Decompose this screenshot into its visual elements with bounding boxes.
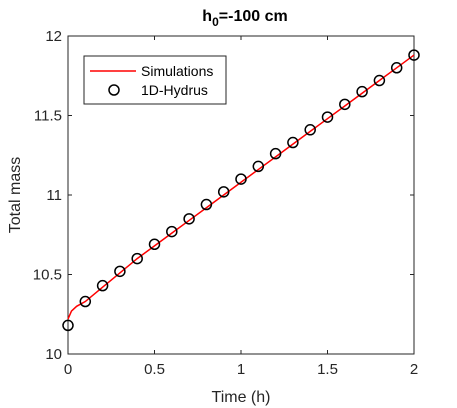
legend-label-simulations: Simulations [141, 63, 213, 79]
hydrus-point [304, 124, 316, 136]
hydrus-point [252, 160, 265, 173]
hydrus-point [408, 49, 420, 61]
title-rest: =-100 cm [219, 8, 288, 25]
series-1d-hydrus [62, 49, 420, 332]
series-simulations [67, 54, 415, 320]
x-tick-label: 1.5 [317, 361, 338, 378]
chart-title: h0=-100 cm [202, 8, 287, 29]
hydrus-point [96, 279, 109, 292]
hydrus-point [183, 213, 195, 225]
axis-ticks [67, 35, 415, 355]
hydrus-point [235, 173, 247, 185]
simulations-line [67, 54, 415, 320]
x-tick-label: 1 [237, 361, 245, 378]
x-tick-label: 0.5 [144, 361, 165, 378]
hydrus-point [217, 186, 230, 198]
hydrus-point [166, 225, 178, 238]
hydrus-point [269, 147, 282, 160]
legend-marker-1d-hydrus [108, 84, 120, 96]
hydrus-point [148, 238, 161, 251]
y-tick-label: 10.5 [33, 267, 62, 284]
y-tick-label: 10 [45, 346, 62, 363]
hydrus-point [131, 252, 143, 265]
hydrus-point [339, 98, 351, 111]
x-axis-label: Time (h) [212, 389, 271, 406]
x-tick-label: 2 [410, 361, 418, 378]
legend-label-1d-hydrus: 1D-Hydrus [141, 82, 208, 98]
y-tick-label: 12 [45, 28, 62, 45]
y-tick-label: 11.5 [34, 108, 62, 125]
hydrus-point [390, 62, 403, 74]
hydrus-point [200, 198, 213, 211]
legend-box [83, 55, 227, 105]
legend: Simulations 1D-Hydrus [83, 55, 227, 105]
hydrus-point [62, 319, 74, 332]
y-axis-label: Total mass [7, 157, 24, 233]
hydrus-point [321, 111, 334, 123]
hydrus-point [356, 85, 368, 98]
title-subscript: 0 [212, 15, 219, 29]
hydrus-point [373, 74, 386, 87]
hydrus-point [287, 136, 299, 149]
x-tick-label: 0 [64, 361, 72, 378]
hydrus-point [79, 295, 92, 308]
hydrus-point [114, 265, 126, 278]
title-main: h [202, 8, 212, 25]
y-tick-label: 11 [46, 187, 62, 204]
